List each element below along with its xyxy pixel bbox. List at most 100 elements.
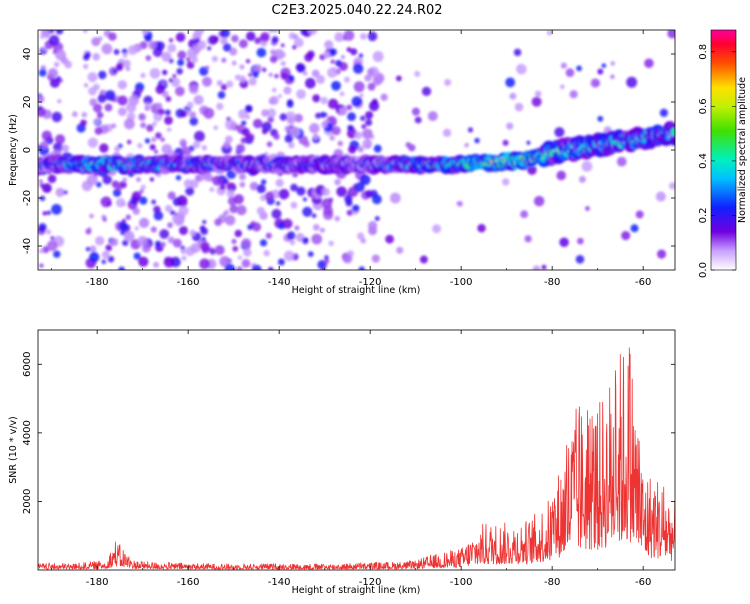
spectrogram-noise-blob	[46, 210, 52, 215]
spectrogram-noise-blob	[264, 152, 269, 157]
spectrogram-noise-blob	[290, 201, 298, 209]
spectrogram-noise-blob	[213, 125, 219, 131]
spectrogram-noise-blob	[107, 255, 115, 263]
spectrogram-noise-blob	[352, 204, 360, 212]
spectrogram-noise-blob	[278, 51, 286, 59]
spectrogram-noise-blob	[123, 118, 135, 130]
spectrogram-noise-blob	[274, 73, 279, 79]
spectrogram-noise-blob	[154, 240, 162, 248]
spectrogram-noise-blob	[133, 252, 141, 260]
spectrogram-noise-blob	[289, 239, 295, 246]
spectrogram-ridge	[38, 121, 675, 175]
spectrogram-noise-blob	[286, 231, 296, 240]
spectrogram-noise-blob	[247, 72, 253, 78]
spectrogram-noise-blob	[119, 180, 127, 189]
spectrogram-noise-blob	[39, 248, 44, 254]
spectrogram-noise-blob	[153, 149, 159, 154]
spectrogram-noise-blob	[295, 63, 305, 72]
spectrogram-noise-blob	[621, 231, 631, 241]
spectrogram-noise-blob	[251, 264, 262, 270]
spectrogram-noise-blob	[288, 141, 295, 149]
spectrogram-noise-blob	[83, 63, 89, 69]
spectrogram-noise-blob	[590, 78, 600, 88]
spectrogram-noise-blob	[509, 92, 517, 100]
spectrogram-noise-blob	[83, 54, 90, 61]
spectrogram-noise-blob	[280, 60, 286, 67]
spectrogram-noise-blob	[311, 233, 323, 245]
spectrogram-noise-blob	[161, 69, 168, 76]
spectrogram-ridge-cell	[668, 136, 675, 146]
spectrogram-noise-blob	[264, 191, 275, 202]
spectrogram-noise-blob	[189, 117, 199, 126]
spectrogram-noise-blob	[208, 247, 215, 254]
spectrogram-noise-blob	[143, 95, 153, 105]
spectrogram-noise-blob	[657, 249, 667, 259]
spectrogram-noise-blob	[224, 215, 236, 226]
spectrogram-noise-blob	[142, 243, 151, 253]
spectrogram-noise-blob	[114, 145, 121, 152]
spectrogram-noise-blob	[231, 34, 239, 43]
spectrogram-noise-blob	[241, 258, 251, 268]
spectrogram-noise-blob	[140, 122, 147, 129]
spectrogram-noise-blob	[269, 95, 279, 105]
spectrogram-noise-blob	[220, 30, 230, 38]
spectrogram-noise-blob	[111, 123, 117, 129]
spectrogram-noise-blob	[167, 43, 177, 53]
spectrogram-noise-blob	[201, 76, 212, 87]
spectrogram-noise-blob	[284, 125, 291, 132]
spectrogram-noise-blob	[194, 30, 205, 36]
spectrogram-noise-blob	[96, 111, 104, 119]
spectrogram-x-tick-label: -80	[544, 277, 560, 288]
spectrogram-noise-blob	[502, 178, 510, 186]
spectrogram-noise-blob	[385, 234, 395, 244]
spectrogram-noise-blob	[40, 30, 45, 33]
spectrogram-noise-blob	[261, 109, 269, 117]
spectrogram-noise-blob	[226, 80, 234, 88]
spectrogram-noise-blob	[161, 79, 168, 86]
spectrogram-noise-blob	[334, 178, 341, 186]
spectrogram-noise-blob	[46, 240, 58, 252]
spectrogram-noise-blob	[267, 266, 274, 270]
spectrogram-noise-blob	[164, 204, 173, 213]
spectrogram-noise-blob	[554, 127, 565, 138]
spectrogram-noise-blob	[360, 32, 367, 40]
spectrogram-noise-blob	[175, 175, 182, 181]
spectrogram-noise-blob	[168, 38, 174, 43]
spectrogram-noise-blob	[268, 72, 273, 78]
spectrogram-noise-blob	[117, 107, 127, 117]
spectrogram-noise-blob	[53, 250, 61, 258]
colorbar-tick-label: 0.0	[698, 262, 709, 278]
spectrogram-noise-blob	[38, 105, 43, 111]
spectrogram-noise-blob	[101, 43, 113, 55]
spectrogram-noise-blob	[565, 68, 575, 77]
colorbar-gradient	[711, 30, 736, 270]
spectrogram-noise-blob	[367, 67, 375, 76]
spectrogram-noise-blob	[183, 179, 193, 189]
spectrogram-noise-blob	[246, 31, 256, 41]
spectrogram-noise-blob	[45, 229, 52, 235]
spectrogram-noise-blob	[80, 119, 87, 127]
spectrogram-noise-blob	[339, 91, 345, 97]
spectrogram-noise-blob	[527, 165, 537, 175]
spectrogram-noise-blob	[296, 89, 306, 100]
spectrogram-noise-blob	[302, 70, 308, 76]
spectrogram-noise-blob	[362, 128, 373, 140]
spectrogram-noise-blob	[305, 77, 316, 89]
spectrogram-noise-blob	[180, 248, 187, 255]
spectrogram-noise-blob	[144, 138, 151, 144]
spectrogram-noise-blob	[85, 228, 92, 235]
spectrogram-noise-blob	[576, 237, 584, 245]
spectrogram-noise-blob	[180, 110, 188, 118]
spectrogram-noise-blob	[344, 194, 353, 203]
spectrogram-noise-blob	[164, 109, 171, 116]
spectrogram-noise-blob	[330, 59, 336, 65]
spectrogram-y-tick-label: 20	[22, 96, 33, 109]
spectrogram-noise-blob	[419, 255, 428, 264]
spectrogram-noise-blob	[331, 126, 341, 136]
spectrogram-noise-blob	[226, 182, 237, 193]
spectrogram-noise-blob	[192, 140, 201, 149]
spectrogram-noise-blob	[261, 121, 272, 132]
spectrogram-noise-blob	[513, 48, 522, 57]
spectrogram-noise-blob	[259, 239, 268, 247]
spectrogram-noise-blob	[265, 232, 272, 239]
